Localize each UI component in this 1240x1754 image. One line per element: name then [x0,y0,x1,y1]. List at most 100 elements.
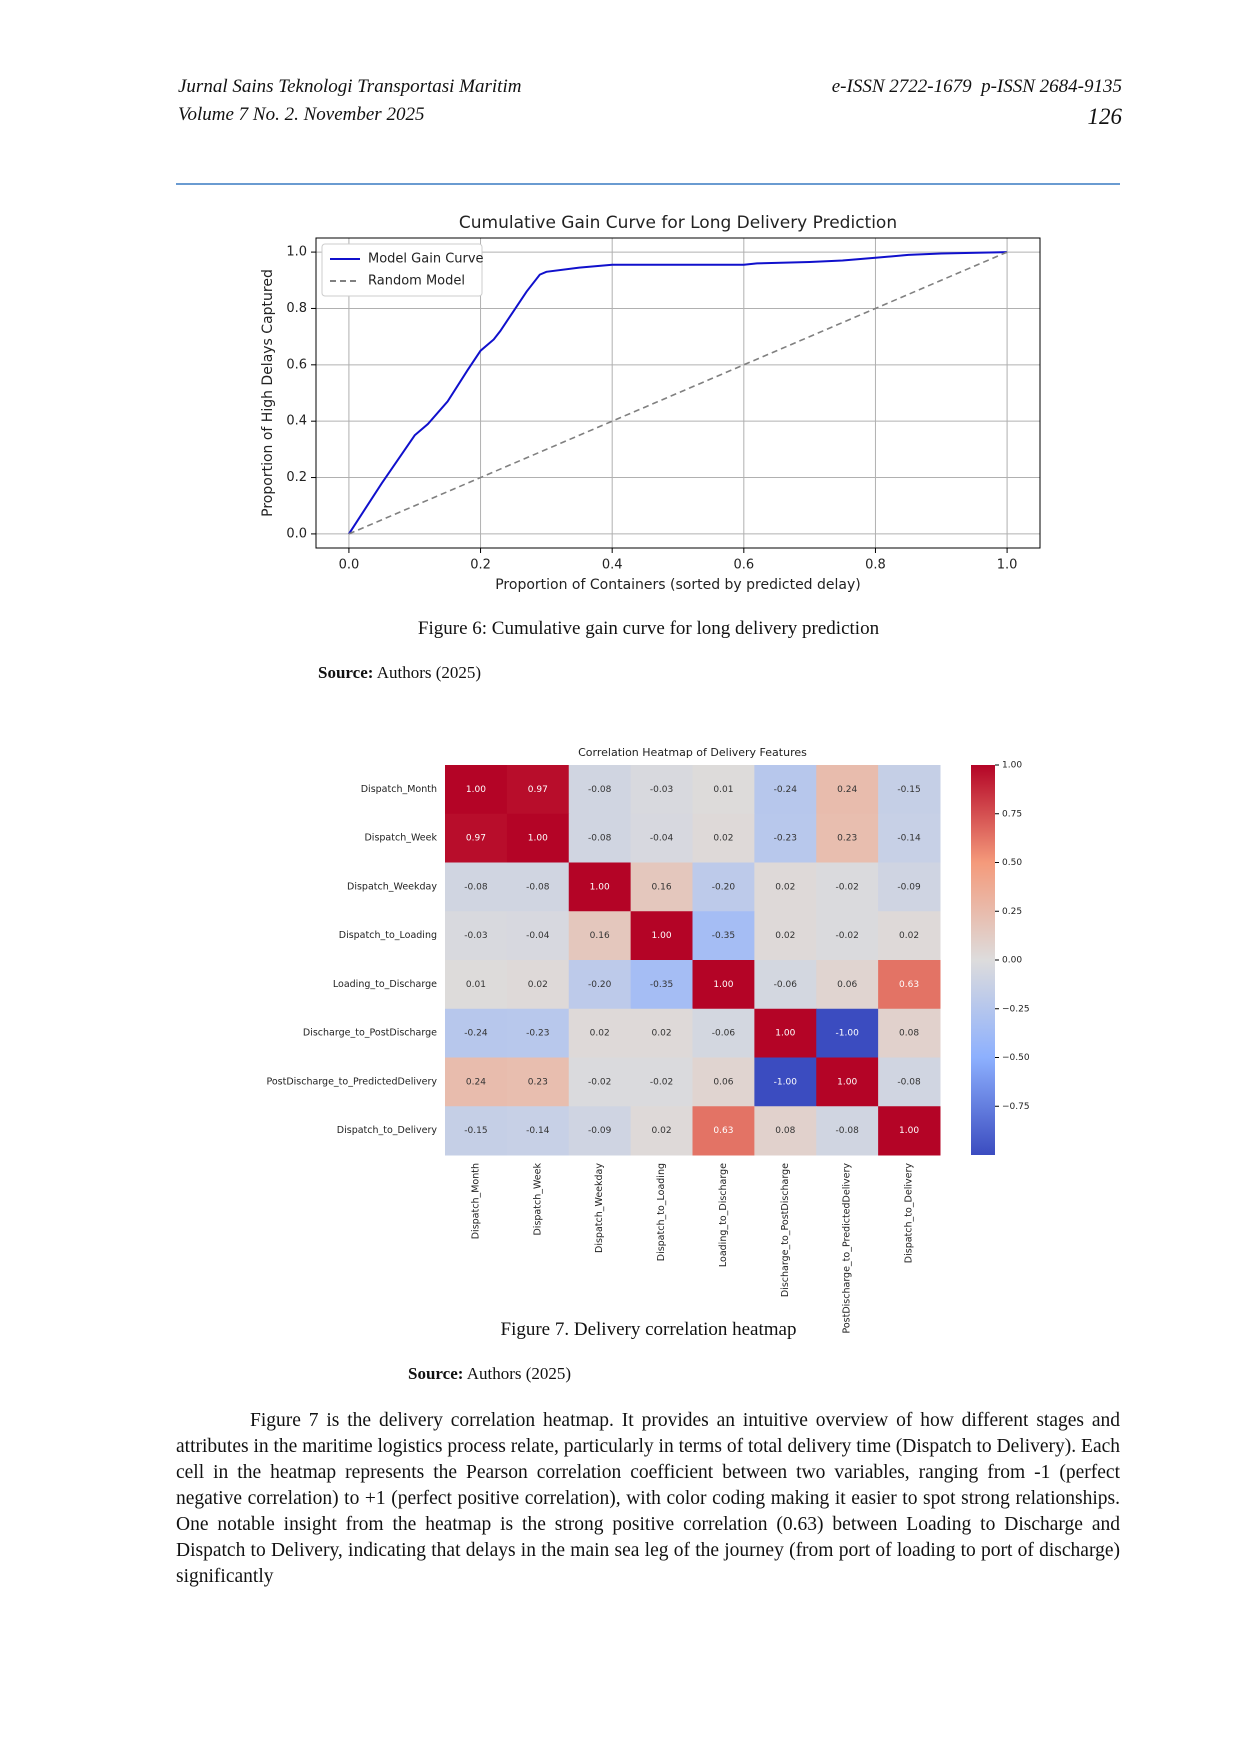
body-paragraph: Figure 7 is the delivery correlation hea… [176,1410,1120,1587]
cell-label: 0.02 [652,1126,672,1136]
cell-label: -0.14 [526,1126,550,1136]
cell-label: -1.00 [774,1077,798,1087]
cell-label: -0.09 [897,882,921,892]
cell-label: -0.02 [836,882,859,892]
cell-label: -0.08 [588,785,612,795]
x-tick-label: 1.0 [997,558,1018,573]
cell-label: -0.03 [464,931,487,941]
cell-label: -0.15 [897,785,920,795]
cell-label: 0.02 [528,980,548,990]
cell-label: 0.06 [713,1077,733,1087]
issn: e-ISSN 2722-1679 p-ISSN 2684-9135 [831,76,1122,97]
colorbar-tick-label: −0.75 [1002,1102,1030,1112]
x-tick-label: 0.6 [733,558,754,573]
heatmap-cell [816,1106,879,1156]
cell-label: -0.23 [526,1029,549,1039]
cell-label: -0.04 [526,931,550,941]
x-tick-label: PostDischarge_to_PredictedDelivery [842,1163,853,1334]
cell-label: -0.02 [588,1077,611,1087]
heatmap-cell [692,911,755,961]
cell-label: -0.20 [588,980,612,990]
y-axis-label: Proportion of High Delays Captured [260,269,276,517]
plot-frame [315,237,1041,549]
legend-label: Model Gain Curve [368,252,484,267]
heatmap-cell [878,813,941,863]
y-tick-label: 1.0 [286,245,307,260]
heatmap-cell [754,911,817,961]
cell-label: -0.04 [650,834,674,844]
cell-label: 0.97 [528,785,548,795]
y-tick-label: Dispatch_to_Loading [339,930,437,941]
heatmap-cell [754,1057,817,1107]
x-axis-label: Proportion of Containers (sorted by pred… [495,577,861,593]
cell-label: -1.00 [836,1029,860,1039]
cell-label: 0.16 [590,931,610,941]
cell-label: 0.24 [466,1077,486,1087]
cell-label: -0.08 [464,882,488,892]
x-tick-label: Discharge_to_PostDischarge [780,1163,791,1297]
heatmap-cell [445,1008,508,1058]
heatmap-cell [568,813,632,863]
heatmap-cell [445,1106,508,1156]
colorbar-tick-label: −0.25 [1002,1004,1030,1014]
chart-title: Correlation Heatmap of Delivery Features [578,746,807,759]
heatmap-cell [568,911,632,961]
cell-label: 0.08 [899,1029,919,1039]
heatmap-cell [754,1106,817,1156]
figure-source: Source: Authors (2025) [318,663,481,683]
heatmap-chart: Correlation Heatmap of Delivery Features… [266,746,1030,1334]
cell-label: 0.06 [837,980,857,990]
y-tick-label: Dispatch_Weekday [347,881,437,892]
cell-label: 0.02 [590,1029,610,1039]
cell-label: 0.23 [837,834,857,844]
heatmap-cell [630,1106,693,1156]
cell-label: 0.97 [466,834,486,844]
heatmap-cell [630,862,693,912]
figure-source: Source: Authors (2025) [408,1364,571,1384]
cell-label: 1.00 [528,834,548,844]
colorbar-tick-label: −0.50 [1002,1053,1030,1063]
heatmap-cell [630,813,693,863]
cell-label: -0.03 [650,785,673,795]
source-label: Source: [408,1364,464,1383]
heatmap-cell [506,911,570,961]
legend-box [321,243,483,297]
heatmap-cell [816,1057,879,1107]
x-tick-label: Dispatch_to_Loading [656,1163,667,1261]
cell-label: -0.35 [712,931,735,941]
cell-label: -0.08 [588,834,612,844]
heatmap-cell [568,765,632,815]
source-text: Authors (2025) [376,663,482,682]
heatmap-cell [506,862,570,912]
colorbar-tick-label: 0.25 [1002,907,1022,917]
colorbar-tick-label: 0.50 [1002,858,1022,868]
heatmap-cell [692,1106,755,1156]
heatmap-cell [445,960,508,1010]
heatmap-cell [506,1008,570,1058]
y-tick-label: 0.8 [286,301,307,316]
cell-label: 0.16 [652,882,672,892]
heatmap-cell [445,765,508,815]
cell-label: -0.06 [712,1029,736,1039]
heatmap-cell [692,765,755,815]
heatmap-cell [754,1008,817,1058]
cell-label: 0.02 [775,931,795,941]
heatmap-cell [692,862,755,912]
cell-label: -0.15 [464,1126,487,1136]
heatmap-cell [878,911,941,961]
y-tick-label: Dispatch_Month [361,784,437,795]
figure-caption: Figure 7. Delivery correlation heatmap [500,1319,797,1340]
cell-label: -0.14 [897,834,921,844]
y-tick-label: 0.4 [286,414,307,429]
journal-name: Jurnal Sains Teknologi Transportasi Mari… [178,76,522,97]
heatmap-cell [878,862,941,912]
y-tick-label: Dispatch_Week [364,833,437,844]
cell-label: 0.02 [899,931,919,941]
heatmap-cell [816,960,879,1010]
cell-label: -0.09 [588,1126,612,1136]
heatmap-cell [878,960,941,1010]
y-tick-label: 0.2 [286,470,307,485]
cell-label: -0.24 [774,785,798,795]
y-tick-label: PostDischarge_to_PredictedDelivery [266,1076,437,1087]
